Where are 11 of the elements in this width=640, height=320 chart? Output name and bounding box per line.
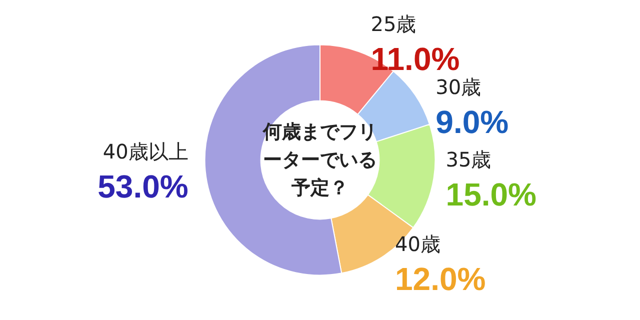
slice-label: 30歳 [436,75,482,100]
data-label: 53.0% [98,168,188,205]
data-label: 11.0% [370,41,460,78]
data-label: 15.0% [446,176,537,212]
slice-label: 40歳以上 [102,140,188,164]
text: 何歳までフリーターでいる予定？ [262,120,378,201]
data-label: 12.0% [395,261,486,298]
slice-label: 25歳 [370,12,416,36]
slice-label: 35歳 [446,147,492,172]
data-label: 9.0% [436,104,509,140]
slice-label: 40歳 [395,232,440,256]
